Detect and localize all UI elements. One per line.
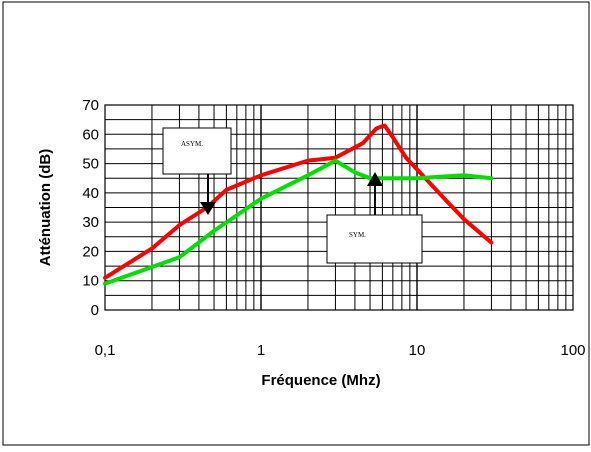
x-tick-label: 10 — [409, 342, 426, 359]
x-tick-label: 0,1 — [95, 342, 116, 359]
callout-label: SYM. — [349, 231, 366, 239]
y-tick-label: 30 — [82, 214, 99, 231]
callout-arrow-head — [367, 172, 383, 186]
x-tick-label: 1 — [257, 342, 265, 359]
callout-sym: SYM. — [326, 172, 423, 264]
callout-label: ASYM. — [181, 140, 203, 148]
x-axis-ticks: 0,1 1 10 100 — [95, 342, 586, 359]
y-tick-label: 50 — [82, 156, 99, 173]
y-tick-label: 60 — [82, 126, 99, 143]
y-tick-label: 40 — [82, 185, 99, 202]
callout-asym: ASYM. — [162, 127, 232, 215]
y-tick-label: 10 — [82, 273, 99, 290]
y-axis-ticks: 0 10 20 30 40 50 60 70 — [82, 97, 99, 319]
x-tick-label: 100 — [560, 342, 585, 359]
series-lines — [103, 123, 494, 286]
plot-area-border — [104, 104, 574, 311]
x-axis-label: Fréquence (Mhz) — [261, 372, 380, 389]
y-axis-label: Atténuation (dB) — [37, 149, 54, 266]
y-tick-label: 20 — [82, 243, 99, 260]
y-tick-label: 70 — [82, 97, 99, 114]
series-line-sym — [103, 158, 494, 286]
callouts: ASYM. SYM. — [162, 127, 423, 264]
callout-box — [162, 127, 232, 175]
callout-box — [326, 214, 423, 264]
callout-arrow-head — [200, 202, 216, 215]
y-tick-label: 0 — [91, 302, 99, 319]
